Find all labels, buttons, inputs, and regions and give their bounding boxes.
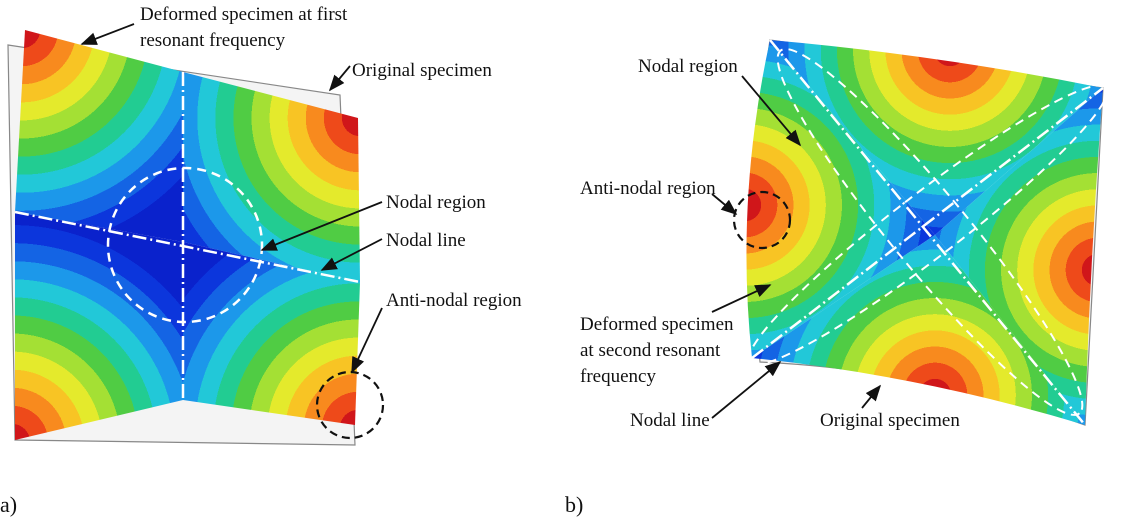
annotation: Deformed specimen at second resonant frequ… xyxy=(580,314,734,387)
arrow xyxy=(82,24,134,44)
annotation-line: resonant frequency xyxy=(140,30,286,51)
arrow xyxy=(862,386,880,408)
annotation: Anti-nodal region xyxy=(386,290,522,311)
annotation: Nodal region xyxy=(386,192,486,213)
arrow xyxy=(712,362,780,418)
page: Deformed specimen at first resonant frequ… xyxy=(0,0,1126,524)
panel-label: b) xyxy=(565,492,583,517)
annotation-line: Deformed specimen xyxy=(580,314,734,335)
panel-label: a) xyxy=(0,492,17,517)
annotation: Original specimen xyxy=(820,410,960,431)
annotation: Deformed specimen at first resonant frequ… xyxy=(140,4,348,51)
annotation: Anti-nodal region xyxy=(580,178,716,199)
annotation-line: Deformed specimen at first xyxy=(140,4,348,25)
annotation: Nodal line xyxy=(630,410,710,431)
annotation: Original specimen xyxy=(352,60,492,81)
annotation: Nodal line xyxy=(386,230,466,251)
annotation-line: frequency xyxy=(580,366,656,387)
annotation: Nodal region xyxy=(638,56,738,77)
arrow xyxy=(330,66,350,90)
annotation-line: at second resonant xyxy=(580,340,721,361)
figure: Deformed specimen at first resonant frequ… xyxy=(0,0,1126,524)
